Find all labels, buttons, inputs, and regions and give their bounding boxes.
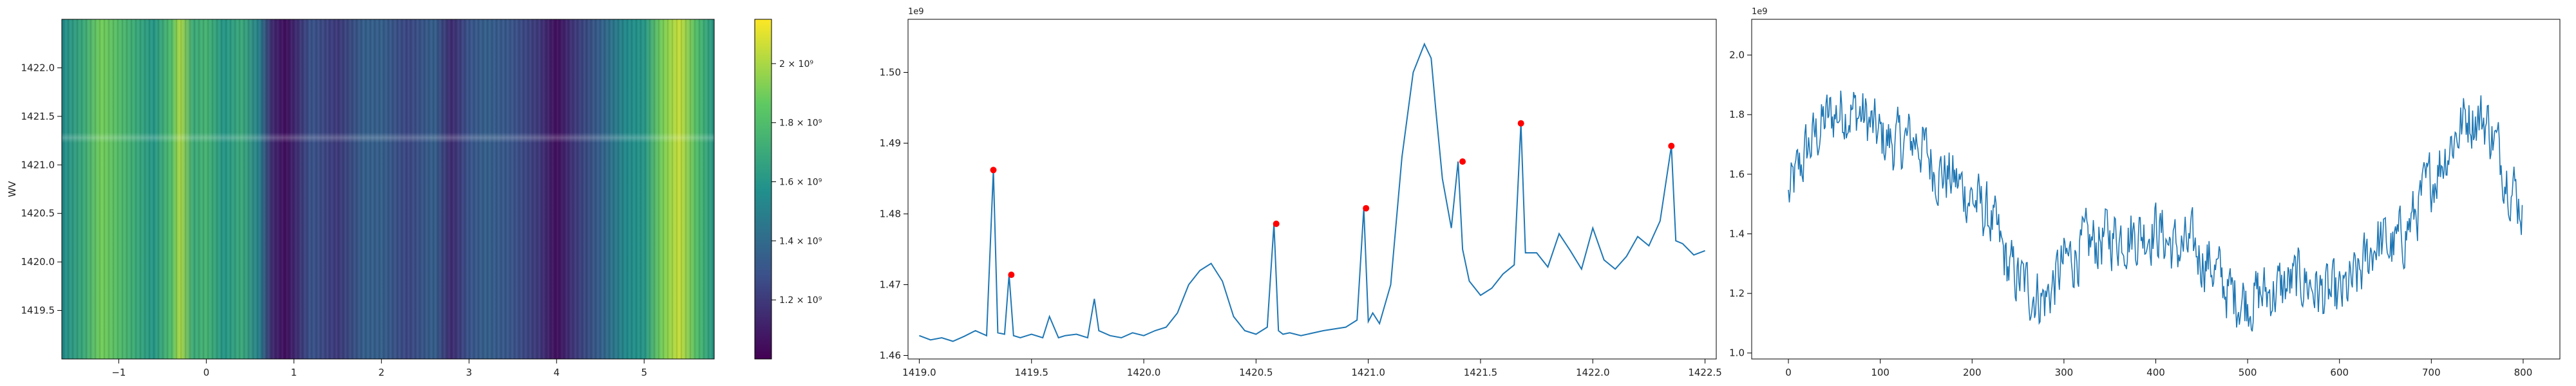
- x-tick-label: 200: [1963, 367, 1982, 378]
- heatmap-y-axis: 1419.5 1420.0 1420.5 1421.0 1421.5 1422.0: [21, 62, 62, 317]
- heatmap-chart: −1 0 1 2 3 4 5 1419.51420.01420.51421.01421.51…: [6, 19, 822, 378]
- spectrum-x-axis: 1419.0 1419.5 1420.0 1420.5 1421.0 1421.5 1422…: [902, 359, 1722, 378]
- heatmap-x-axis: −1 0 1 2 3 4 5: [111, 359, 647, 378]
- heatmap-band: [62, 133, 714, 143]
- timeseries-offset-label: 1e9: [1752, 7, 1768, 17]
- timeseries-chart: 0 100 200 300 400 500 600 700 800 1.01.21.41.61.…: [1729, 7, 2561, 378]
- heatmap-stripes: [62, 19, 714, 359]
- y-tick-label: 2.0: [1729, 50, 1745, 61]
- x-tick-label: 1421.5: [1464, 367, 1498, 378]
- timeseries-plot-area: [1751, 19, 2561, 360]
- colorbar-tick-label: 1.6 × 10⁹: [779, 178, 822, 188]
- colorbar-ticks: 1.2 × 10⁹ 1.4 × 10⁹ 1.6 × 10⁹ 1.8 × 10⁹ 2 × …: [772, 59, 822, 306]
- x-tick-label: 700: [2422, 367, 2441, 378]
- x-tick-label: 100: [1871, 367, 1889, 378]
- x-tick-label: 1421.0: [1351, 367, 1385, 378]
- x-tick-label: 1419.5: [1014, 367, 1048, 378]
- x-tick-label: 600: [2330, 367, 2349, 378]
- colorbar: [754, 19, 772, 360]
- spectrum-y-axis: 1.46 1.47 1.48 1.49 1.50: [880, 67, 908, 362]
- spectrum-line: [919, 42, 1705, 342]
- x-tick-label: 3: [466, 367, 473, 378]
- peak-marker: [1668, 142, 1675, 149]
- peak-marker: [1517, 120, 1524, 127]
- timeseries-x-axis: 0 100 200 300 400 500 600 700 800: [1785, 359, 2532, 378]
- y-tick-label: 1421.0: [21, 159, 55, 170]
- timeseries-y-axis: 1.0 1.2 1.4 1.6 1.8 2.0: [1729, 50, 1752, 359]
- x-tick-label: −1: [111, 367, 126, 378]
- peak-marker: [1363, 205, 1370, 212]
- x-tick-label: 2: [379, 367, 385, 378]
- timeseries-series: [1788, 90, 2523, 332]
- spectrum-offset-label: 1e9: [908, 7, 924, 17]
- heatmap-frame: [61, 19, 715, 360]
- timeseries-line: [1788, 90, 2523, 332]
- x-tick-label: 300: [2055, 367, 2074, 378]
- peak-marker: [1008, 271, 1015, 279]
- x-tick-label: 1420.5: [1239, 367, 1273, 378]
- y-tick-label: 1.8: [1729, 109, 1745, 120]
- y-tick-label: 1.6: [1729, 169, 1745, 180]
- peak-marker: [1273, 220, 1280, 227]
- x-tick-label: 400: [2146, 367, 2165, 378]
- heatmap-y-label: WV: [6, 181, 18, 198]
- colorbar-tick-label: 2 × 10⁹: [779, 59, 813, 69]
- y-tick-label: 1.0: [1729, 347, 1745, 359]
- y-tick-label: 1.47: [880, 279, 901, 291]
- y-tick-label: 1421.5: [21, 111, 55, 122]
- y-tick-label: 1419.5: [21, 305, 55, 317]
- spectrum-chart: 1419.0 1419.5 1420.0 1420.5 1421.0 1421.5 1422…: [880, 7, 1722, 378]
- spectrum-series: [919, 42, 1705, 342]
- colorbar-tick-label: 1.8 × 10⁹: [779, 118, 822, 129]
- y-tick-label: 1.4: [1729, 228, 1745, 239]
- y-tick-label: 1.48: [880, 208, 901, 220]
- y-tick-label: 1420.5: [21, 208, 55, 219]
- y-tick-label: 1422.0: [21, 62, 55, 73]
- peak-marker: [1459, 158, 1466, 165]
- x-tick-label: 4: [553, 367, 560, 378]
- x-tick-label: 1422.0: [1576, 367, 1610, 378]
- y-tick-label: 1.50: [880, 67, 901, 78]
- y-tick-label: 1.46: [880, 350, 901, 362]
- x-tick-label: 800: [2514, 367, 2533, 378]
- x-tick-label: 1: [291, 367, 298, 378]
- x-tick-label: 0: [1785, 367, 1792, 378]
- colorbar-tick-label: 1.2 × 10⁹: [779, 295, 822, 306]
- x-tick-label: 5: [641, 367, 647, 378]
- y-tick-label: 1.49: [880, 138, 901, 149]
- x-tick-label: 1419.0: [902, 367, 936, 378]
- x-tick-label: 1420.0: [1127, 367, 1161, 378]
- colorbar-tick-label: 1.4 × 10⁹: [779, 236, 822, 246]
- y-tick-label: 1420.0: [21, 256, 55, 268]
- peak-marker: [990, 167, 997, 174]
- x-tick-label: 0: [204, 367, 210, 378]
- x-tick-label: 1422.5: [1688, 367, 1722, 378]
- x-tick-label: 500: [2239, 367, 2257, 378]
- spectrum-plot-area: [907, 19, 1717, 360]
- y-tick-label: 1.2: [1729, 288, 1745, 299]
